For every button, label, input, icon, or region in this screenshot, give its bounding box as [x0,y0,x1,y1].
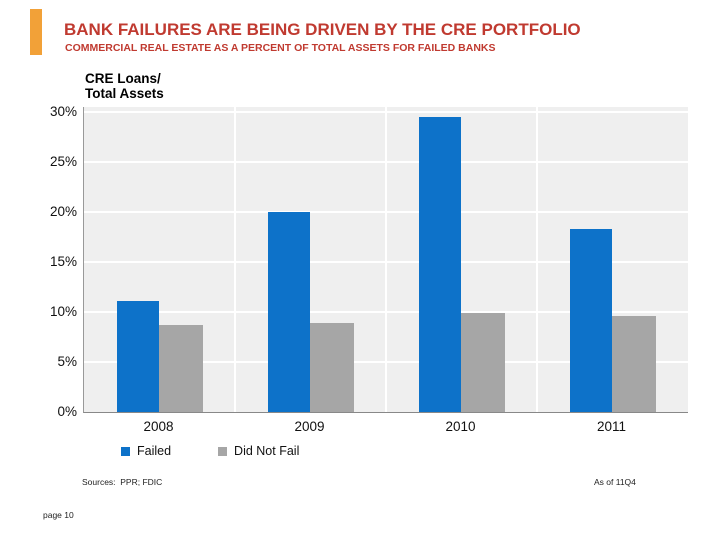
gridline-vertical [536,107,538,412]
legend-label: Failed [137,444,172,458]
accent-bar [30,9,42,55]
legend-item-did-not-fail: Did Not Fail [218,444,299,458]
bar-failed-2011 [570,229,612,412]
y-tick-label: 10% [49,304,77,319]
legend-swatch-icon [218,446,228,456]
bar-did-not-fail-2009 [310,323,354,412]
bar-did-not-fail-2010 [461,313,505,412]
gridline-vertical [234,107,236,412]
slide-title: BANK FAILURES ARE BEING DRIVEN BY THE CR… [64,20,581,39]
y-axis-title-line2: Total Assets [85,85,164,101]
chart-legend: Failed Did Not Fail [121,444,299,458]
bar-did-not-fail-2008 [159,325,203,412]
as-of-note: As of 11Q4 [594,477,636,487]
page-number: page 10 [43,510,74,520]
x-label-2011: 2011 [596,419,627,434]
bar-failed-2010 [419,117,461,412]
y-tick-label: 30% [49,104,77,119]
slide-subtitle: COMMERCIAL REAL ESTATE AS A PERCENT OF T… [65,42,496,54]
y-tick-label: 0% [57,404,77,419]
y-axis-title-line1: CRE Loans/ [85,71,161,86]
legend-swatch-icon [121,446,130,456]
y-tick-label: 15% [49,254,77,269]
y-tick-label: 5% [57,354,77,369]
y-tick-label: 25% [49,154,77,169]
gridline-vertical [385,107,387,412]
bar-failed-2008 [117,301,159,412]
y-axis-title: CRE Loans/ Total Assets [85,71,164,101]
bar-failed-2009 [268,212,310,412]
bar-did-not-fail-2011 [612,316,656,412]
x-label-2008: 2008 [143,419,174,434]
x-label-2009: 2009 [294,419,325,434]
y-tick-label: 20% [49,204,77,219]
legend-label: Did Not Fail [234,444,300,458]
sources-note: Sources: PPR; FDIC [82,477,163,487]
plot-area [83,107,688,413]
x-label-2010: 2010 [445,419,476,434]
legend-item-failed: Failed [121,444,171,458]
